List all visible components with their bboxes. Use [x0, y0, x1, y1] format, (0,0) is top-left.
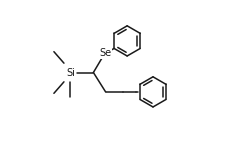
Text: Se: Se	[99, 48, 112, 58]
Text: Si: Si	[66, 68, 75, 77]
